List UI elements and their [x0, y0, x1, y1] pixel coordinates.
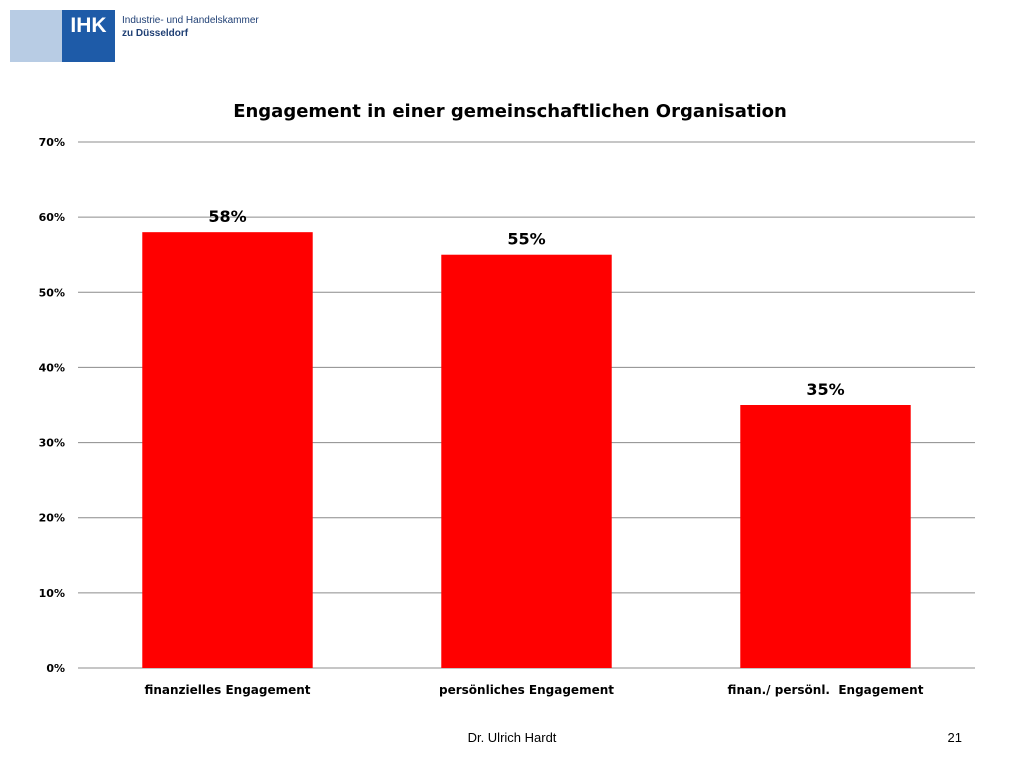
- chart-title: Engagement in einer gemeinschaftlichen O…: [233, 101, 787, 122]
- bar: [740, 405, 911, 668]
- logo-line-2: zu Düsseldorf: [122, 28, 189, 39]
- data-label: 35%: [806, 380, 844, 399]
- category-label: finan./ persönl. Engagement: [728, 683, 924, 697]
- y-tick-label: 60%: [39, 211, 65, 224]
- ihk-logo: IHK Industrie- und Handelskammer zu Düss…: [10, 10, 260, 63]
- logo-line-1: Industrie- und Handelskammer: [122, 15, 259, 26]
- y-tick-label: 20%: [39, 512, 65, 525]
- bar: [142, 232, 313, 668]
- y-tick-label: 0%: [46, 662, 65, 675]
- y-tick-label: 30%: [39, 437, 65, 450]
- y-tick-label: 70%: [39, 136, 65, 149]
- page-number: 21: [947, 730, 962, 745]
- logo-abbr: IHK: [62, 10, 115, 62]
- category-label: finanzielles Engagement: [144, 683, 310, 697]
- data-label: 55%: [507, 230, 545, 249]
- y-axis-ticks: 0% 10% 20% 30% 40% 50% 60% 70%: [39, 136, 65, 675]
- logo-light-block: [10, 10, 62, 62]
- footer-author: Dr. Ulrich Hardt: [467, 730, 557, 745]
- y-tick-label: 10%: [39, 587, 65, 600]
- data-label: 58%: [208, 207, 246, 226]
- data-labels: 58% 55% 35%: [208, 207, 844, 399]
- category-labels: finanzielles Engagement persönliches Enga…: [144, 683, 923, 697]
- category-label: persönliches Engagement: [439, 683, 614, 697]
- bar: [441, 254, 612, 668]
- y-tick-label: 40%: [39, 361, 65, 374]
- bars: [142, 232, 911, 668]
- y-tick-label: 50%: [39, 286, 65, 299]
